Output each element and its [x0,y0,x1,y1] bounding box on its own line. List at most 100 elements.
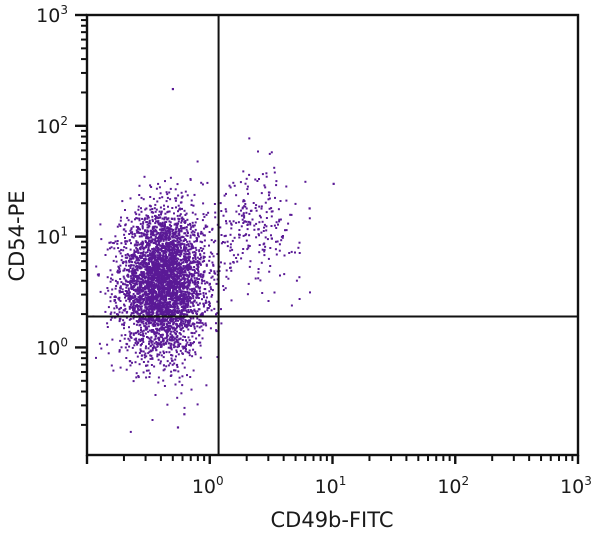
x-tick-label: 103 [560,474,592,498]
event-dot [162,238,165,241]
event-dot [174,295,177,297]
event-dot [164,337,167,340]
event-dot [122,269,125,272]
event-dot [239,181,242,184]
event-dot [138,184,141,187]
event-dot [180,275,182,278]
event-dot [158,337,161,340]
event-dot [175,300,178,303]
event-dot [132,277,135,280]
event-dot [140,278,143,281]
event-dot [164,306,167,309]
event-dot [242,248,245,250]
event-dot [106,287,109,289]
event-dot [155,258,158,261]
event-dot [177,253,180,256]
event-dot [166,218,169,221]
event-dot [235,194,238,197]
event-dot [180,284,183,287]
event-dot [136,343,139,346]
event-dot [194,246,197,249]
event-dot [169,274,172,277]
event-dot [145,275,148,278]
event-dot [264,236,267,239]
event-dot [176,307,179,310]
event-dot [156,345,159,348]
event-dot [332,182,335,185]
event-dot [177,247,179,250]
event-dot [123,327,125,330]
event-dot [203,234,206,237]
event-dot [162,312,165,315]
event-dot [196,325,199,328]
event-dot [140,342,143,345]
event-dot [189,376,192,378]
event-dot [161,237,164,240]
event-dot [173,337,176,340]
event-dot [197,270,200,273]
event-dot [196,296,199,299]
event-dot [175,297,177,300]
event-dot [140,310,143,313]
event-dot [157,239,159,242]
event-dot [174,222,177,225]
event-dot [203,215,206,218]
event-dot [144,332,147,335]
event-dot [205,292,207,295]
event-dot [100,347,103,350]
event-dot [176,426,180,429]
event-dot [202,247,205,250]
event-dot [187,328,190,331]
event-dot [190,301,193,304]
event-dot [182,248,185,250]
event-dot [169,243,172,246]
event-dot [169,258,172,261]
event-dot [143,303,146,306]
event-dot [160,269,163,272]
event-dot [159,327,161,330]
event-dot [184,250,187,253]
event-dot [157,182,160,185]
event-dot [265,172,268,175]
event-dot [263,248,266,251]
event-dot [182,296,185,299]
event-dot [156,285,159,288]
event-dot [231,239,234,242]
event-dot [164,294,167,297]
event-dot [180,328,183,331]
event-dot [139,222,142,225]
event-dot [153,304,156,307]
event-dot [170,259,173,262]
event-dot [185,266,187,269]
event-dot [231,248,234,251]
event-dot [179,253,182,256]
event-dot [162,318,165,321]
event-dot [136,288,139,291]
event-dot [180,221,183,224]
event-dot [147,322,150,325]
event-dot [161,272,164,274]
event-dot [161,254,164,257]
event-dot [123,228,126,231]
event-dot [168,245,171,248]
event-dot [168,351,171,354]
event-dot [116,270,119,273]
event-dot [136,249,139,252]
event-dot [128,239,131,242]
event-dot [304,180,307,183]
event-dot [132,306,135,309]
event-dot [173,262,176,265]
event-dot [186,291,189,293]
event-dot [249,223,252,226]
event-dot [195,236,198,239]
event-dot [187,293,190,296]
event-dot [229,246,232,249]
event-dot [174,283,177,286]
event-dot [220,242,223,245]
event-dot [130,258,133,260]
event-dot [156,304,159,307]
event-dot [106,322,109,325]
event-dot [166,248,169,251]
event-dot [140,354,143,357]
event-dot [159,299,162,302]
